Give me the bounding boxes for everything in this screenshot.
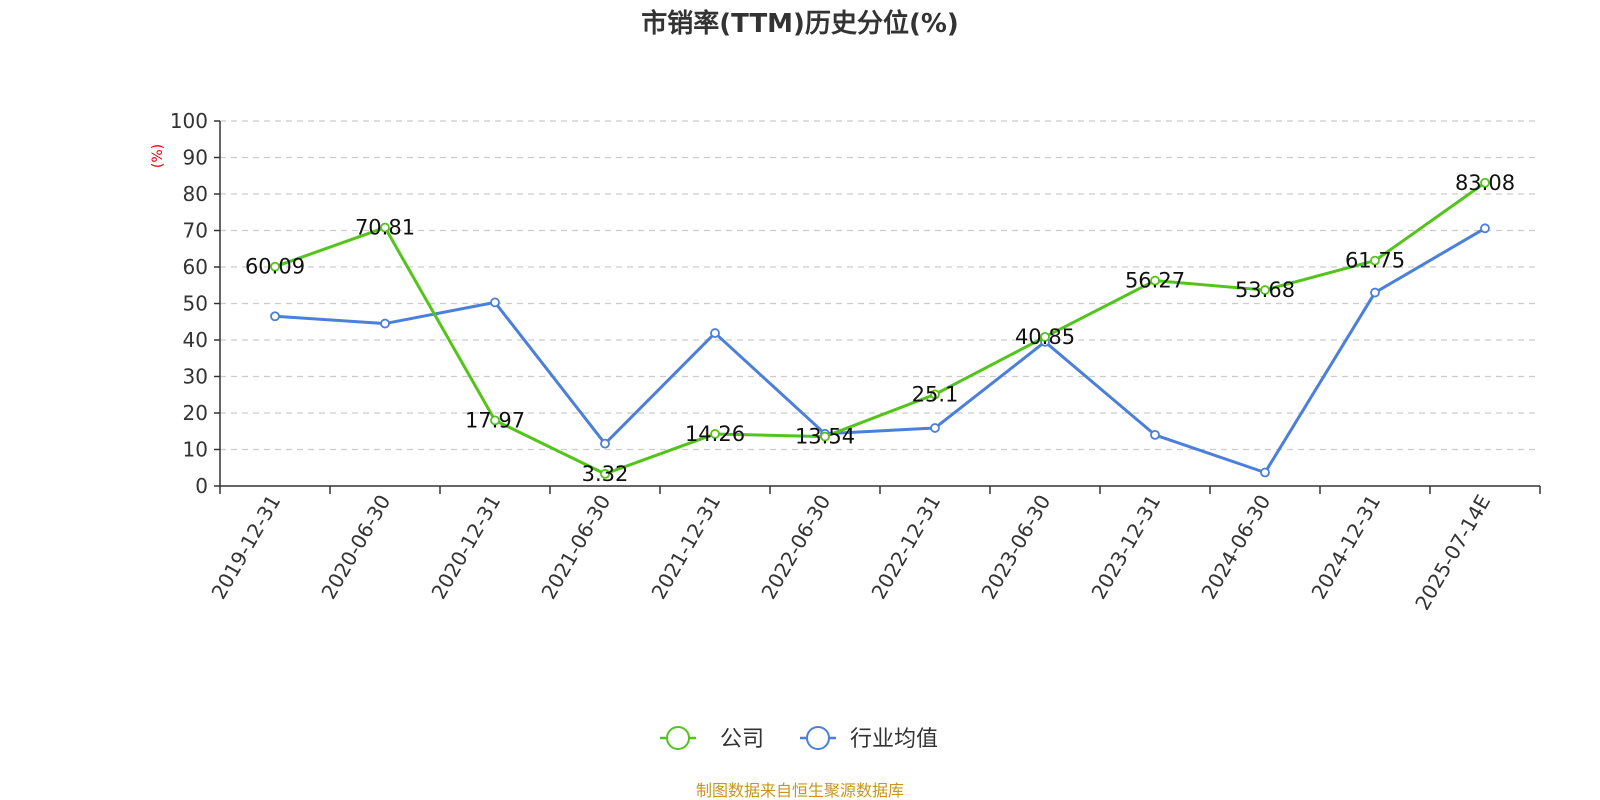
data-point [270,311,280,322]
data-point [1370,255,1380,266]
data-label: 3.32 [582,462,629,486]
x-tick-label: 2024-12-31 [1306,491,1385,604]
data-point [820,431,830,442]
data-point [930,423,940,433]
data-label: 70.81 [355,216,415,240]
grid-lines [220,120,1540,451]
y-tick-label: 70 [183,219,208,243]
data-point [1040,331,1050,342]
chart-title: 市销率(TTM)历史分位(%) [641,8,959,39]
y-tick-label: 50 [183,292,208,316]
x-tick-label: 2020-12-31 [426,491,505,604]
y-tick-label: 60 [183,255,208,279]
data-point [490,297,500,308]
x-tick-label: 2019-12-31 [206,491,285,604]
data-label: 40.85 [1015,325,1075,349]
y-tick-label: 30 [183,365,208,389]
y-axis-ticks: 0 10 20 30 40 50 60 70 80 90 100 [170,109,208,498]
data-point [1260,285,1270,295]
legend-label: 行业均值 [850,727,938,752]
legend-marker [666,726,690,750]
data-point [1150,275,1160,286]
data-point [380,222,390,233]
y-tick-label: 10 [183,438,208,462]
data-point [1150,429,1160,440]
x-tick-label: 2023-12-31 [1086,491,1165,604]
data-point [930,389,940,400]
data-point [380,318,390,329]
x-tick-label: 2023-06-30 [976,491,1055,604]
data-point [270,261,280,272]
data-label: 13.54 [795,425,855,449]
data-point [710,328,720,338]
y-tick-label: 40 [183,328,208,352]
y-tick-label: 80 [183,182,208,206]
x-tick-label: 2022-06-30 [756,491,835,604]
data-label: 14.26 [685,422,745,446]
x-tick-label: 2025-07-14E [1410,491,1495,615]
legend-label: 公司 [720,727,764,752]
x-tick-label: 2021-06-30 [536,491,615,604]
data-label: 56.27 [1125,269,1185,293]
data-label: 25.1 [912,382,959,406]
series-group [270,177,1490,479]
source-note: 制图数据来自恒生聚源数据库 [696,781,904,800]
axes [214,120,1541,494]
data-label: 60.09 [245,255,305,279]
data-label: 61.75 [1345,249,1405,273]
x-tick-label: 2020-06-30 [316,491,395,604]
y-tick-label: 0 [195,474,208,498]
y-tick-label: 20 [183,401,208,425]
data-label: 53.68 [1235,278,1295,302]
data-point [1480,223,1490,234]
data-point [1480,177,1490,188]
x-tick-label: 2021-12-31 [646,491,725,604]
x-tick-label: 2022-12-31 [866,491,945,604]
data-label: 83.08 [1455,171,1515,195]
data-point [600,468,610,479]
data-labels: 60.09 70.81 17.97 3.32 14.26 13.54 25.1 40.85 56… [245,171,1515,486]
x-axis-ticks: 2019-12-31 2020-06-30 2020-12-31 2021-06-30… [206,491,1495,615]
legend: 公司 行业均值 [660,726,938,752]
series-line [274,227,1486,474]
data-label: 17.97 [465,408,525,432]
data-point [710,429,720,439]
legend-item[interactable]: 行业均值 [800,726,938,752]
data-point [490,415,500,426]
data-point [600,438,610,449]
x-tick-label: 2024-06-30 [1196,491,1275,604]
series-line [274,181,1486,476]
y-tick-label: 90 [183,146,208,170]
legend-marker [806,726,830,750]
data-point [1370,287,1380,298]
y-tick-label: 100 [170,109,208,133]
data-point [1260,467,1270,478]
y-axis-label: (%) [150,144,166,168]
legend-item[interactable]: 公司 [660,726,764,752]
